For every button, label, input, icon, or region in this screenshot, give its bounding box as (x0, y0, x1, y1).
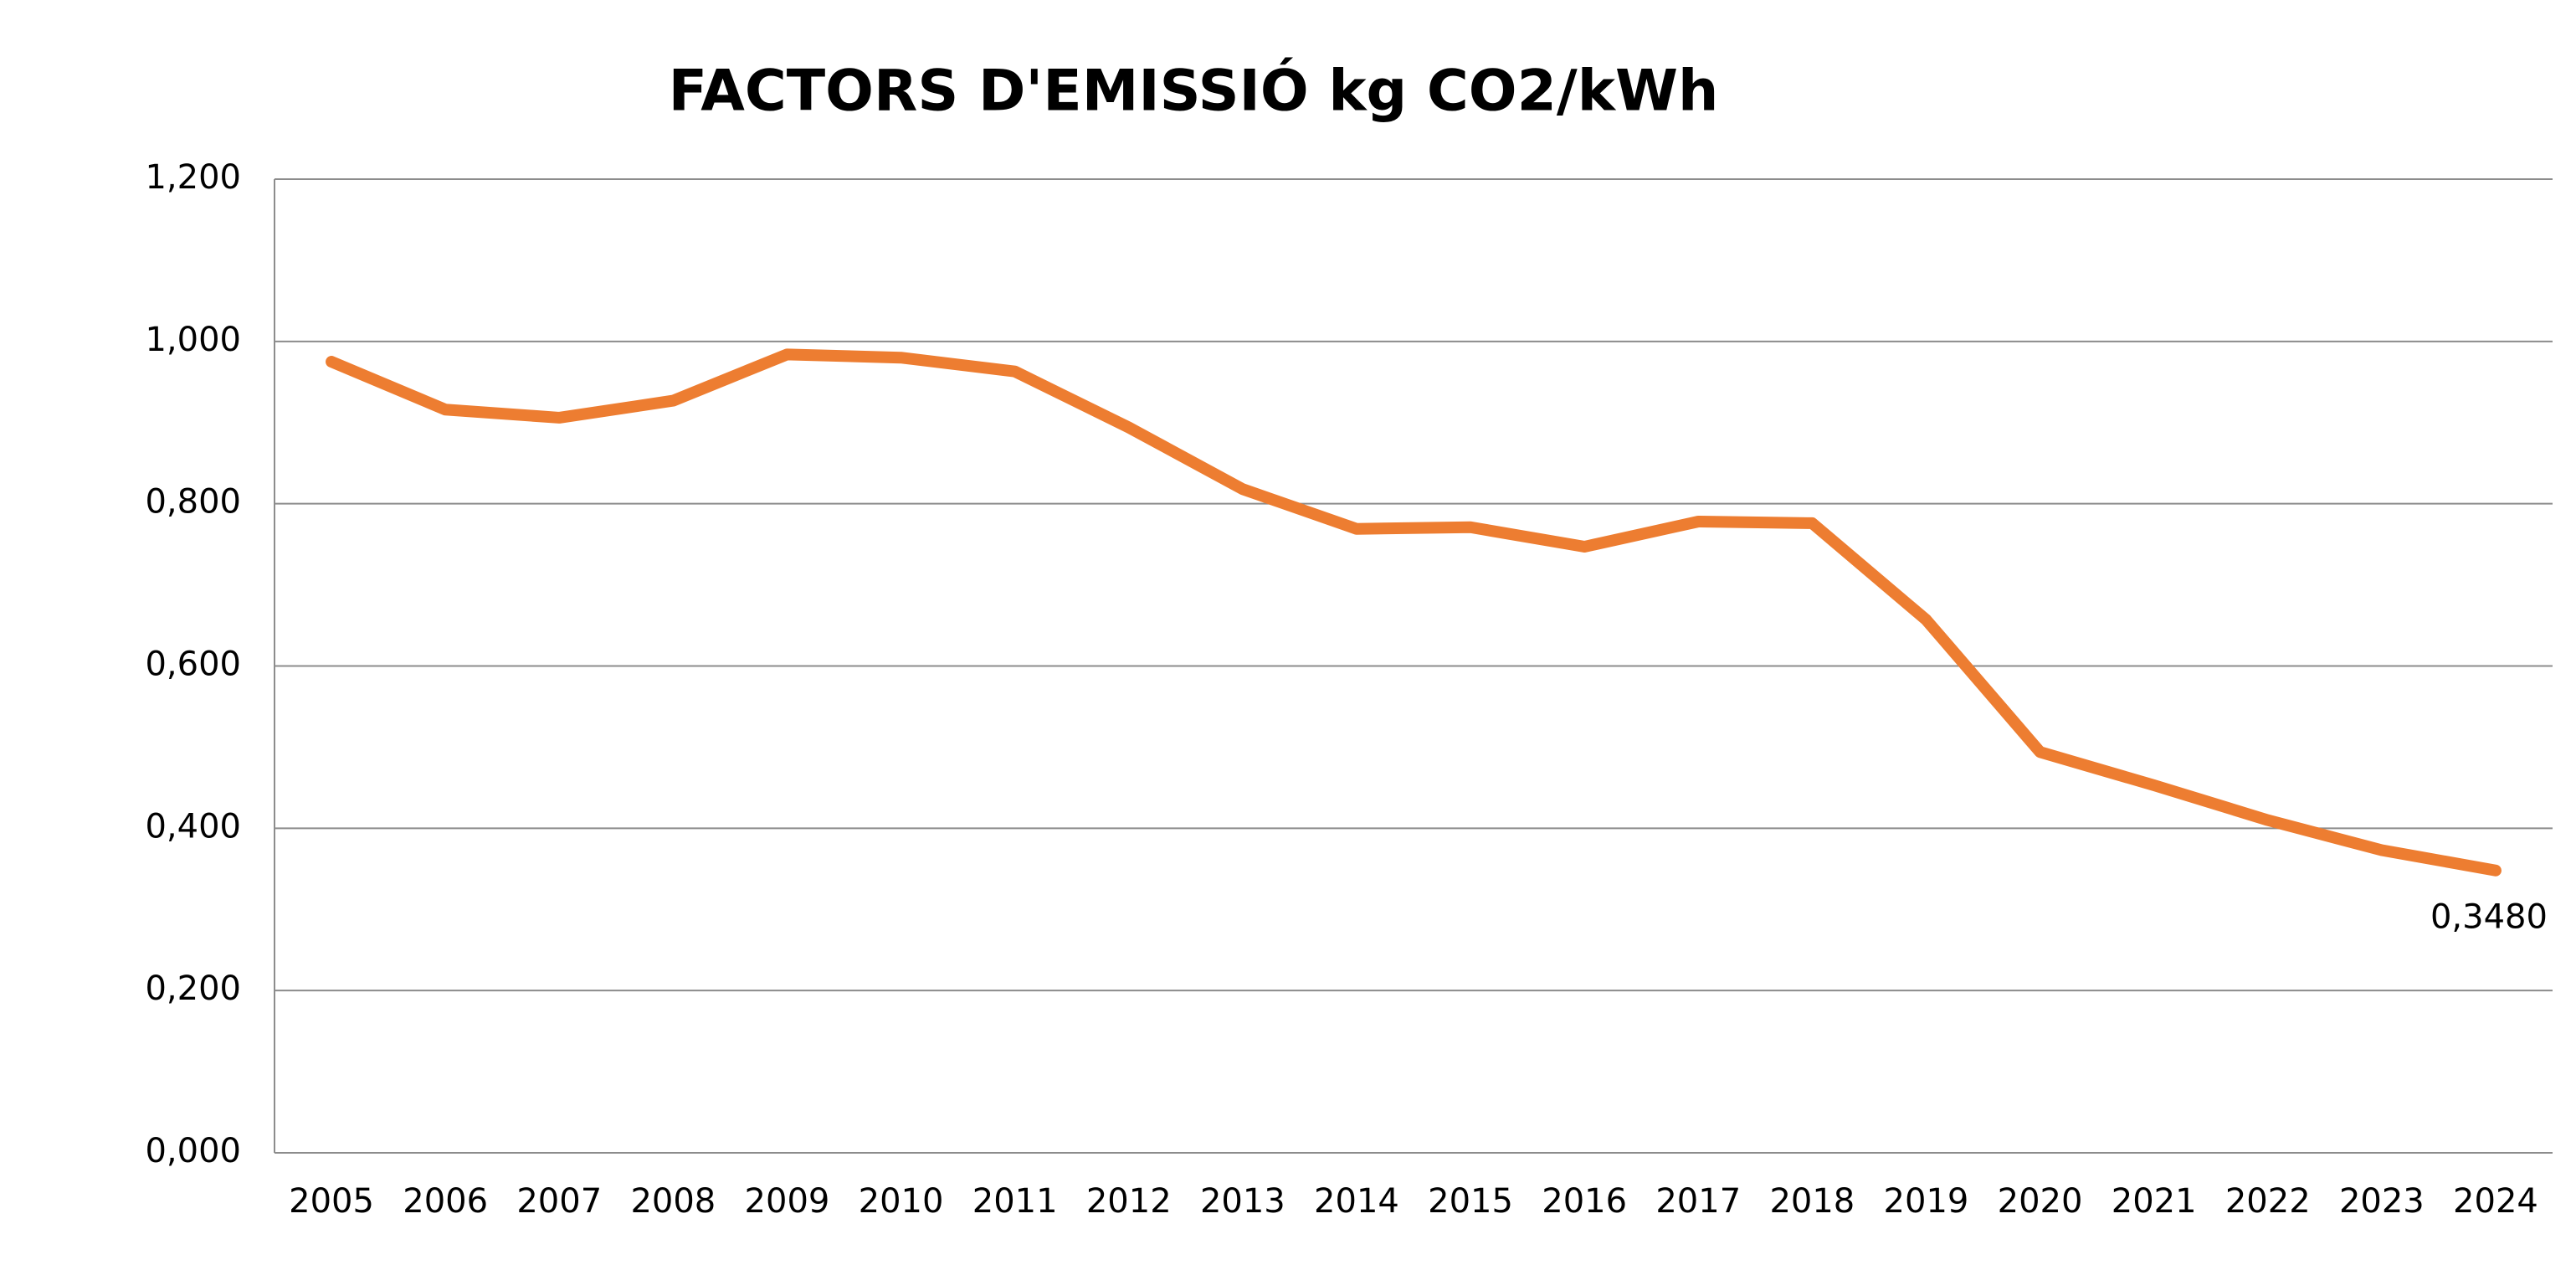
line (326, 348, 2502, 877)
x-tick-label: 2019 (1884, 1182, 1969, 1221)
x-tick-label: 2012 (1086, 1182, 1172, 1221)
x-tick-label: 2016 (1542, 1182, 1627, 1221)
x-tick-label: 2006 (403, 1182, 488, 1221)
x-tick-label: 2013 (1200, 1182, 1285, 1221)
chart-title: FACTORS D'EMISSIÓ kg CO2/kWh (669, 58, 1719, 125)
x-tick-label: 2017 (1655, 1182, 1741, 1221)
y-tick-label: 0,400 (145, 807, 241, 846)
y-tick-label: 0,600 (145, 645, 241, 684)
x-tick-label: 2023 (2339, 1182, 2425, 1221)
x-tick-label: 2014 (1314, 1182, 1399, 1221)
y-tick-label: 0,800 (145, 483, 241, 522)
x-tick-label: 2018 (1769, 1182, 1855, 1221)
x-tick-label: 2020 (1998, 1182, 2083, 1221)
x-tick-label: 2021 (2112, 1182, 2197, 1221)
x-tick-label: 2015 (1428, 1182, 1513, 1221)
x-tick-label: 2008 (630, 1182, 716, 1221)
x-tick-label: 2009 (745, 1182, 830, 1221)
x-tick-label: 2011 (972, 1182, 1058, 1221)
y-tick-label: 1,200 (145, 158, 241, 197)
y-tick-label: 0,000 (145, 1132, 241, 1170)
y-tick-label: 1,000 (145, 321, 241, 359)
x-tick-label: 2010 (859, 1182, 944, 1221)
x-tick-label: 2007 (516, 1182, 602, 1221)
x-tick-label: 2024 (2453, 1182, 2538, 1221)
x-tick-label: 2022 (2225, 1182, 2311, 1221)
y-tick-label: 0,200 (145, 969, 241, 1008)
data-label: 0,3480 (2430, 898, 2548, 937)
x-tick-label: 2005 (289, 1182, 374, 1221)
